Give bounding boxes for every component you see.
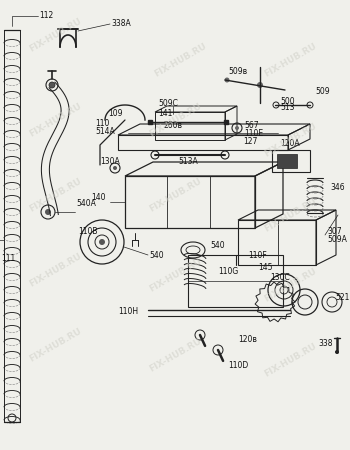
Text: 140: 140 (91, 193, 105, 202)
Text: 110H: 110H (118, 307, 138, 316)
Text: 111: 111 (1, 254, 15, 263)
Text: FIX-HUB.RU: FIX-HUB.RU (262, 196, 318, 234)
Bar (272, 150, 310, 172)
Circle shape (335, 350, 339, 354)
Text: 130C: 130C (270, 273, 290, 282)
Bar (238, 220, 316, 265)
Text: 500: 500 (280, 96, 295, 105)
Text: 120в: 120в (238, 336, 257, 345)
Text: 521: 521 (335, 293, 349, 302)
Text: FIX-HUB.RU: FIX-HUB.RU (262, 266, 318, 304)
Text: 338A: 338A (111, 19, 131, 28)
Text: 346: 346 (330, 184, 345, 193)
Text: FIX-HUB.RU: FIX-HUB.RU (27, 326, 83, 364)
Text: FIX-HUB.RU: FIX-HUB.RU (147, 256, 203, 294)
Circle shape (99, 239, 105, 245)
Text: 338: 338 (318, 338, 332, 347)
Text: 120A: 120A (280, 140, 300, 148)
Text: 110D: 110D (228, 361, 248, 370)
Text: FIX-HUB.RU: FIX-HUB.RU (27, 252, 83, 288)
Text: 540A: 540A (76, 199, 96, 208)
Text: FIX-HUB.RU: FIX-HUB.RU (262, 122, 318, 159)
Text: 141: 141 (158, 109, 172, 118)
Bar (224, 120, 228, 124)
Circle shape (49, 82, 55, 88)
Bar (277, 154, 297, 168)
Circle shape (235, 126, 239, 130)
Text: 540: 540 (149, 251, 164, 260)
Text: 509в: 509в (228, 68, 247, 76)
Text: FIX-HUB.RU: FIX-HUB.RU (147, 176, 203, 214)
Circle shape (224, 77, 230, 82)
Text: FIX-HUB.RU: FIX-HUB.RU (27, 176, 83, 214)
Text: FIX-HUB.RU: FIX-HUB.RU (147, 101, 203, 139)
Text: FIX-HUB.RU: FIX-HUB.RU (147, 336, 203, 373)
Text: 514A: 514A (95, 127, 115, 136)
Text: FIX-HUB.RU: FIX-HUB.RU (262, 41, 318, 79)
Text: 307: 307 (327, 228, 342, 237)
Text: FIX-HUB.RU: FIX-HUB.RU (262, 342, 318, 378)
Text: 112: 112 (39, 12, 53, 21)
Text: 110B: 110B (78, 228, 98, 237)
Text: 110G: 110G (218, 267, 238, 276)
Text: 540: 540 (210, 240, 225, 249)
Text: 109: 109 (108, 109, 122, 118)
Circle shape (113, 166, 117, 170)
Text: 127: 127 (243, 138, 257, 147)
Text: 130A: 130A (100, 158, 120, 166)
Bar (155, 112, 225, 140)
Text: 513A: 513A (178, 157, 198, 166)
Text: 110F: 110F (248, 251, 267, 260)
Bar (148, 120, 152, 124)
Bar (188, 255, 283, 307)
Text: FIX-HUB.RU: FIX-HUB.RU (152, 41, 208, 79)
Text: 509: 509 (315, 87, 330, 96)
Text: FIX-HUB.RU: FIX-HUB.RU (27, 101, 83, 139)
Bar (125, 176, 255, 228)
Circle shape (45, 209, 51, 215)
Text: 110E: 110E (244, 130, 263, 139)
Text: 509C: 509C (158, 99, 178, 108)
Text: 509A: 509A (327, 235, 347, 244)
Text: 145: 145 (258, 262, 273, 271)
Text: 513: 513 (280, 104, 294, 112)
Text: 567: 567 (244, 121, 259, 130)
Circle shape (257, 82, 263, 88)
Text: 110: 110 (95, 120, 109, 129)
Text: FIX-HUB.RU: FIX-HUB.RU (27, 16, 83, 54)
Text: 260в: 260в (163, 121, 182, 130)
